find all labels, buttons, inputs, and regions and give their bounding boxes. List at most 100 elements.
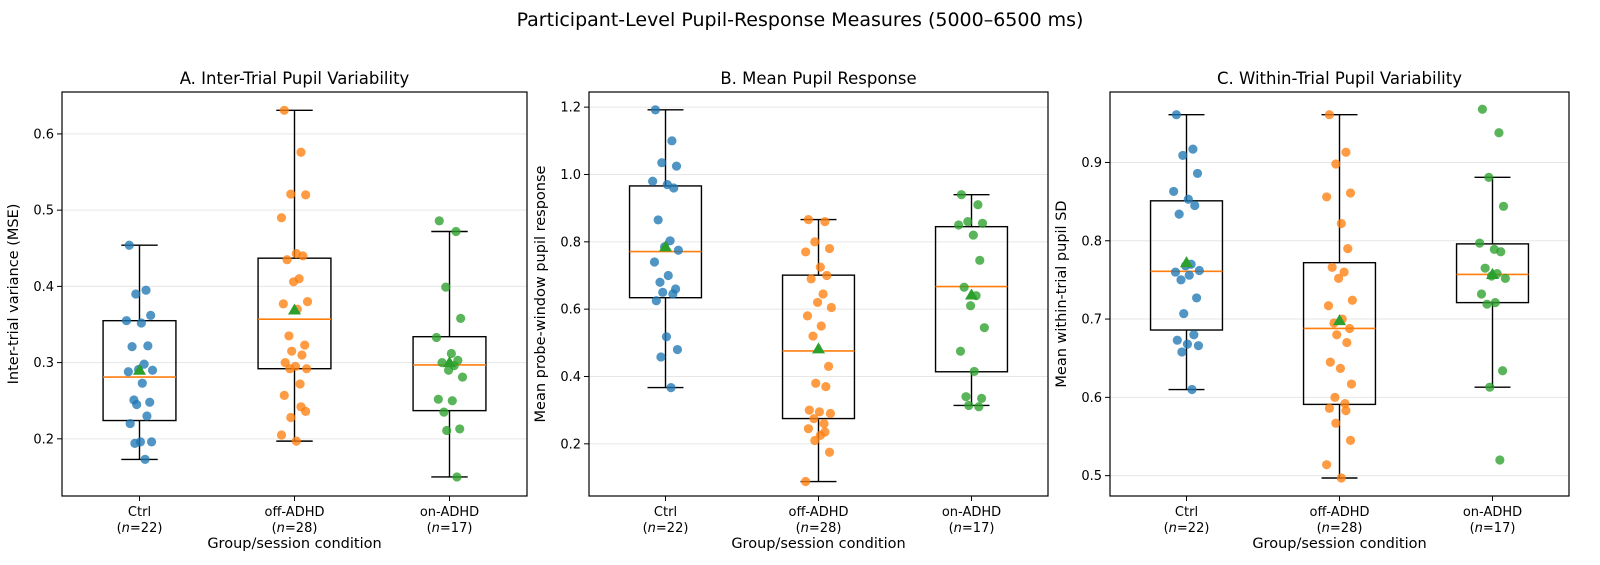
data-point-off-ADHD [803, 214, 814, 225]
data-point-Ctrl [1177, 347, 1187, 357]
data-point-off-ADHD [823, 361, 834, 371]
y-tick-label: 1.2 [560, 101, 581, 116]
data-point-off-ADHD [1332, 330, 1342, 340]
box-off-ADHD [1302, 261, 1377, 406]
data-point-Ctrl [142, 411, 152, 421]
data-point-on-ADHD [1497, 366, 1508, 376]
data-point-Ctrl [121, 316, 132, 326]
y-tick-label: 0.8 [560, 235, 581, 250]
data-point-Ctrl [1192, 168, 1203, 179]
data-point-Ctrl [1187, 384, 1197, 395]
data-point-off-ADHD [301, 190, 311, 200]
data-point-off-ADHD [1327, 262, 1337, 272]
data-point-Ctrl [1182, 339, 1193, 349]
data-point-Ctrl [130, 438, 140, 449]
data-point-off-ADHD [808, 331, 818, 341]
data-point-Ctrl [657, 158, 667, 168]
data-point-on-ADHD [1482, 299, 1492, 309]
mean-marker [812, 342, 825, 354]
data-point-on-ADHD [457, 372, 468, 382]
data-point-off-ADHD [276, 430, 287, 440]
data-point-off-ADHD [825, 408, 836, 419]
data-point-on-ADHD [959, 282, 969, 292]
data-point-off-ADHD [1322, 460, 1332, 470]
data-point-off-ADHD [815, 262, 825, 272]
data-point-off-ADHD [286, 412, 296, 423]
x-tick-n-label: (n=22) [1164, 521, 1210, 536]
data-point-on-ADHD [963, 217, 973, 227]
data-point-Ctrl [672, 344, 683, 355]
mean-marker [443, 356, 456, 368]
data-point-off-ADHD [804, 405, 814, 415]
data-point-off-ADHD [818, 289, 828, 299]
data-point-Ctrl [1183, 194, 1193, 204]
mean-marker [1486, 267, 1499, 279]
data-point-on-ADHD [456, 313, 466, 323]
y-tick-label: 0.6 [560, 303, 581, 318]
y-tick-label: 0.7 [1081, 313, 1102, 328]
data-point-Ctrl [1170, 267, 1181, 277]
data-point-off-ADHD [821, 381, 831, 392]
data-point-on-ADHD [956, 190, 967, 200]
data-point-on-ADHD [446, 348, 456, 359]
data-point-off-ADHD [1344, 323, 1355, 334]
data-point-on-ADHD [974, 402, 984, 412]
data-point-Ctrl [147, 365, 158, 375]
data-point-off-ADHD [1331, 418, 1341, 428]
data-point-off-ADHD [282, 255, 292, 265]
data-point-off-ADHD [291, 436, 301, 446]
y-tick-label: 0.2 [33, 432, 54, 447]
data-point-on-ADHD [979, 323, 989, 333]
data-point-off-ADHD [1324, 403, 1335, 413]
data-point-on-ADHD [969, 366, 979, 377]
mean-marker [1333, 314, 1346, 326]
data-point-Ctrl [653, 215, 663, 225]
data-point-off-ADHD [820, 217, 830, 227]
data-point-off-ADHD [287, 346, 297, 356]
data-point-Ctrl [669, 183, 679, 193]
data-point-off-ADHD [300, 340, 310, 350]
data-point-off-ADHD [824, 243, 835, 254]
data-point-on-ADHD [1477, 104, 1488, 114]
data-point-on-ADHD [1498, 201, 1509, 211]
data-point-Ctrl [145, 397, 155, 407]
data-point-off-ADHD [296, 147, 306, 157]
x-tick-n-label: (n=17) [427, 521, 473, 536]
data-point-on-ADHD [433, 394, 443, 404]
data-point-Ctrl [1188, 144, 1198, 154]
data-point-off-ADHD [803, 424, 814, 434]
x-tick-n-label: (n=17) [1470, 521, 1516, 536]
data-point-on-ADHD [443, 365, 454, 375]
data-point-Ctrl [671, 161, 682, 171]
data-point-off-ADHD [288, 277, 299, 287]
data-point-off-ADHD [1324, 110, 1335, 120]
y-tick-label: 0.2 [560, 437, 581, 452]
data-point-off-ADHD [284, 331, 294, 341]
data-point-on-ADHD [1480, 263, 1490, 273]
data-point-on-ADHD [431, 332, 442, 343]
y-axis-label: Mean within-trial pupil SD [1054, 200, 1070, 387]
data-point-off-ADHD [1325, 357, 1335, 367]
data-point-off-ADHD [802, 311, 813, 321]
data-point-off-ADHD [1342, 337, 1352, 348]
data-point-on-ADHD [1476, 289, 1487, 299]
data-point-Ctrl [648, 176, 658, 186]
data-point-off-ADHD [809, 413, 819, 424]
y-axis-label: Mean probe-window pupil response [533, 165, 549, 422]
data-point-on-ADHD [964, 400, 974, 411]
data-point-off-ADHD [812, 297, 823, 308]
data-point-Ctrl [1178, 150, 1188, 161]
x-tick-n-label: (n=22) [117, 521, 163, 536]
data-point-off-ADHD [1345, 188, 1356, 198]
data-point-Ctrl [665, 236, 675, 246]
data-point-Ctrl [658, 287, 668, 297]
data-point-Ctrl [656, 352, 666, 362]
data-point-off-ADHD [819, 419, 829, 429]
data-point-Ctrl [124, 240, 134, 250]
data-point-off-ADHD [297, 350, 307, 360]
data-point-Ctrl [663, 270, 673, 281]
data-point-off-ADHD [1333, 273, 1344, 283]
data-point-off-ADHD [806, 274, 816, 284]
data-point-off-ADHD [1345, 435, 1356, 446]
data-point-Ctrl [651, 296, 661, 306]
